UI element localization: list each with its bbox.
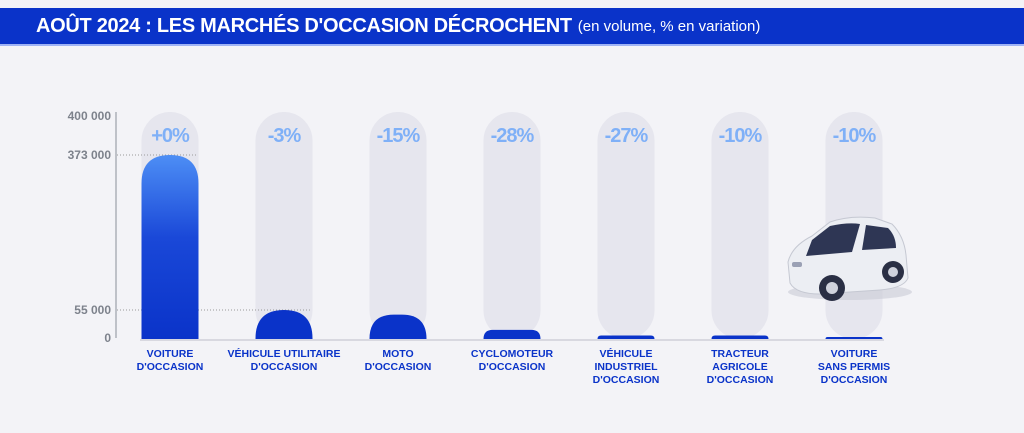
bar-track: [255, 112, 313, 339]
category-label: VÉHICULE UTILITAIRE D'OCCASION: [227, 348, 341, 373]
variation-label: -27%: [605, 125, 649, 147]
variation-label: -10%: [719, 125, 763, 147]
baseline: [140, 339, 884, 341]
category-label: VOITURE SANS PERMIS D'OCCASION: [817, 348, 891, 386]
category-label: VÉHICULE INDUSTRIEL D'OCCASION: [592, 348, 660, 386]
y-tick-label: 0: [104, 331, 111, 345]
bar-track: [711, 112, 769, 339]
bar-track: [483, 112, 541, 339]
y-tick-label: 400 000: [68, 109, 112, 123]
bar: [825, 336, 883, 339]
bar: [141, 155, 199, 339]
variation-label: -28%: [491, 125, 535, 147]
car-illustration: [787, 216, 912, 301]
y-tick-label: 55 000: [74, 303, 111, 317]
bar-track: [369, 112, 427, 339]
category-label: TRACTEUR AGRICOLE D'OCCASION: [706, 348, 774, 386]
chart-title: AOÛT 2024 : LES MARCHÉS D'OCCASION DÉCRO…: [36, 14, 572, 37]
variation-label: +0%: [151, 125, 190, 147]
variation-label: -15%: [377, 125, 421, 147]
bar-track: [597, 112, 655, 339]
variation-label: -10%: [833, 125, 877, 147]
bar: [369, 314, 427, 339]
category-label: CYCLOMOTEUR D'OCCASION: [470, 348, 554, 373]
bar: [597, 335, 655, 339]
variation-label: -3%: [268, 125, 302, 147]
category-label: MOTO D'OCCASION: [364, 348, 432, 373]
bar: [711, 335, 769, 339]
y-tick-label: 373 000: [68, 148, 112, 162]
chart-header: AOÛT 2024 : LES MARCHÉS D'OCCASION DÉCRO…: [0, 8, 1024, 46]
bar: [255, 310, 313, 339]
category-label: VOITURE D'OCCASION: [136, 348, 204, 373]
chart-subtitle: (en volume, % en variation): [577, 17, 761, 35]
bar: [483, 329, 541, 339]
